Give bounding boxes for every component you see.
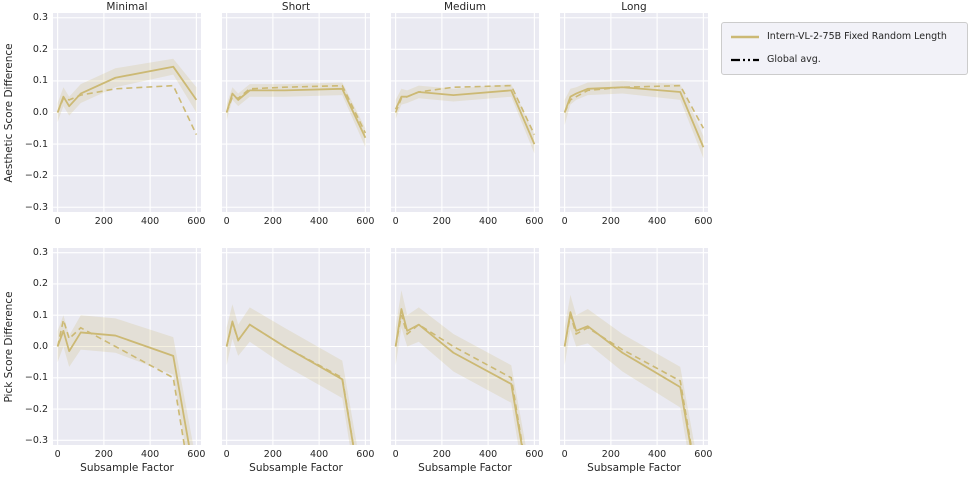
gridlines [53, 248, 201, 445]
x-tick-label: 600 [187, 216, 206, 227]
y-tick-label: −0.2 [24, 170, 48, 182]
subplot-pick-medium [391, 248, 539, 445]
legend-label-model: Intern-VL-2-75B Fixed Random Length [767, 31, 947, 43]
subplot-title: Short [281, 1, 311, 13]
x-tick-label: 600 [356, 449, 375, 460]
solid-line-swatch-icon [731, 35, 759, 39]
y-tick-label: 0.0 [32, 107, 48, 118]
confidence-band [226, 82, 366, 148]
y-axis-label: Pick Score Difference [3, 290, 15, 403]
y-tick-label: 0.3 [32, 247, 48, 259]
global-avg-dashed-line [225, 84, 367, 134]
legend-item-global-avg: Global avg. [730, 51, 959, 69]
model-solid-line [56, 65, 198, 113]
model-solid-line [563, 86, 705, 148]
x-tick-label: 0 [223, 449, 230, 460]
x-tick-label: 200 [94, 449, 113, 460]
x-tick-label: 0 [392, 449, 399, 460]
confidence-band [57, 58, 197, 122]
x-axis-label: Subsample Factor [587, 462, 681, 474]
x-tick-label: 400 [141, 449, 160, 460]
x-tick-label: 600 [356, 216, 375, 227]
legend: Intern-VL-2-75B Fixed Random Length Glob… [721, 22, 968, 75]
gridlines [222, 248, 370, 445]
legend-label-global-avg: Global avg. [767, 54, 821, 66]
x-tick-label: 200 [94, 216, 113, 227]
x-tick-label: 600 [694, 449, 713, 460]
x-tick-label: 600 [525, 216, 544, 227]
y-tick-label: −0.3 [24, 434, 48, 446]
model-solid-line [225, 87, 367, 139]
confidence-band [395, 84, 535, 154]
y-tick-label: −0.1 [24, 372, 48, 384]
global-avg-dashed-line [56, 316, 186, 445]
x-axis-label: Subsample Factor [418, 462, 512, 474]
x-axis-label: Subsample Factor [80, 462, 174, 474]
x-tick-label: 200 [601, 449, 620, 460]
subplot-aesthetic-long [560, 13, 708, 212]
gridlines [391, 13, 539, 212]
gridlines [560, 13, 708, 212]
subplot-aesthetic-medium [391, 13, 539, 212]
x-tick-label: 600 [187, 449, 206, 460]
x-tick-label: 0 [54, 216, 61, 227]
gridlines [53, 13, 201, 212]
x-tick-label: 600 [525, 449, 544, 460]
gridlines [222, 13, 370, 212]
subplot-title: Medium [444, 1, 486, 13]
x-tick-label: 600 [694, 216, 713, 227]
y-tick-label: −0.3 [24, 201, 48, 213]
y-tick-label: −0.1 [24, 138, 48, 150]
confidence-band [226, 304, 357, 445]
subplot-title: Minimal [106, 1, 148, 13]
subplot-pick-minimal [53, 248, 201, 445]
x-tick-label: 0 [392, 216, 399, 227]
subplot-title: Long [621, 1, 647, 13]
model-solid-line [56, 329, 190, 445]
y-tick-label: 0.0 [32, 341, 48, 352]
y-tick-label: −0.2 [24, 403, 48, 415]
confidence-band [564, 80, 704, 159]
x-axis-label: Subsample Factor [249, 462, 343, 474]
x-tick-label: 200 [601, 216, 620, 227]
gridlines [560, 248, 708, 445]
subplot-pick-long [560, 248, 708, 445]
model-solid-line [563, 311, 692, 445]
x-tick-label: 400 [141, 216, 160, 227]
y-tick-label: 0.1 [32, 309, 48, 321]
model-solid-line [394, 308, 523, 445]
y-tick-label: 0.3 [32, 12, 48, 24]
x-tick-label: 400 [479, 216, 498, 227]
x-tick-label: 200 [432, 449, 451, 460]
x-tick-label: 200 [263, 216, 282, 227]
x-tick-label: 200 [263, 449, 282, 460]
x-tick-label: 0 [223, 216, 230, 227]
x-tick-label: 400 [648, 216, 667, 227]
x-tick-label: 400 [310, 449, 329, 460]
confidence-band [395, 290, 526, 445]
gridlines [391, 248, 539, 445]
dashdot-line-swatch-icon [731, 58, 759, 62]
confidence-band [57, 315, 194, 445]
legend-item-model: Intern-VL-2-75B Fixed Random Length [730, 28, 959, 46]
x-tick-label: 200 [432, 216, 451, 227]
x-tick-label: 400 [479, 449, 498, 460]
model-solid-line [225, 320, 355, 445]
global-avg-dashed-line [394, 314, 524, 445]
y-axis-label: Aesthetic Score Difference [3, 42, 15, 183]
y-tick-label: 0.1 [32, 75, 48, 87]
y-tick-label: 0.2 [32, 43, 48, 55]
x-tick-label: 0 [561, 216, 568, 227]
subplot-pick-short [222, 248, 370, 445]
x-tick-label: 0 [561, 449, 568, 460]
global-avg-dashed-line [563, 84, 705, 129]
subplot-aesthetic-minimal [53, 13, 201, 212]
subplot-aesthetic-short [222, 13, 370, 212]
x-tick-label: 0 [54, 449, 61, 460]
model-solid-line [394, 89, 536, 145]
x-tick-label: 400 [648, 449, 667, 460]
x-tick-label: 400 [310, 216, 329, 227]
y-tick-label: 0.2 [32, 278, 48, 290]
